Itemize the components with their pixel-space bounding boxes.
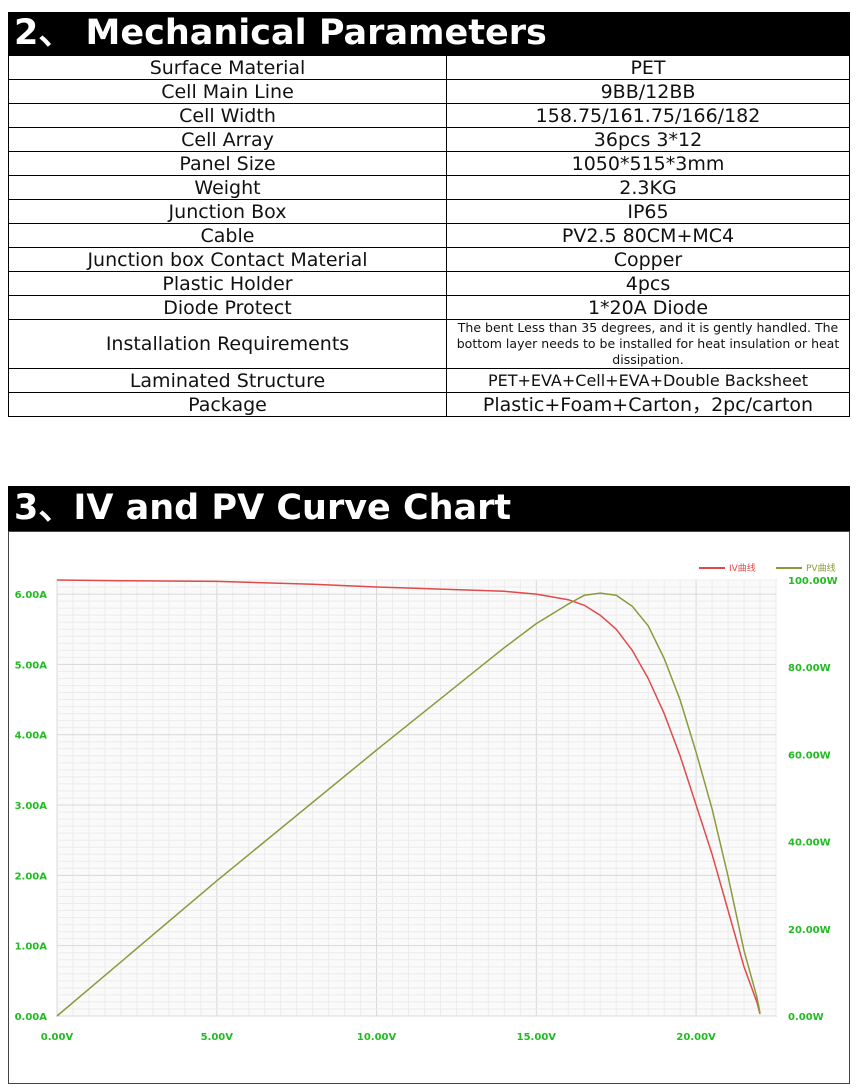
y2-tick-label: 0.00W [788, 1012, 824, 1023]
mechanical-parameters-table: Surface Material PET Cell Main Line 9BB/12B… [8, 55, 850, 417]
param-label: Laminated Structure [8, 368, 447, 393]
section-title-iv-pv: 3、IV and PV Curve Chart [8, 486, 850, 531]
param-label: Installation Requirements [8, 319, 447, 369]
table-row: Junction box Contact Material Copper [8, 247, 850, 272]
y-tick-label: 2.00A [15, 871, 48, 882]
table-row: Weight 2.3KG [8, 175, 850, 200]
table-row: Junction Box IP65 [8, 199, 850, 224]
y2-tick-label: 100.00W [788, 576, 838, 587]
param-label: Package [8, 392, 447, 417]
table-row: Panel Size 1050*515*3mm [8, 151, 850, 176]
table-row: Diode Protect 1*20A Diode [8, 295, 850, 320]
y2-tick-label: 40.00W [788, 838, 831, 849]
param-value: 158.75/161.75/166/182 [446, 103, 850, 128]
y-tick-label: 1.00A [15, 942, 48, 953]
param-value: 4pcs [446, 271, 850, 296]
legend-label: IV曲线 [729, 562, 756, 574]
table-row: Laminated Structure PET+EVA+Cell+EVA+Doub… [8, 368, 850, 393]
table-row: Surface Material PET [8, 55, 850, 80]
param-value: The bent Less than 35 degrees, and it is… [446, 319, 850, 369]
x-tick-label: 15.00V [517, 1032, 557, 1043]
param-value: 1*20A Diode [446, 295, 850, 320]
param-value: 1050*515*3mm [446, 151, 850, 176]
table-row: Plastic Holder 4pcs [8, 271, 850, 296]
section-title-mechanical: 2、 Mechanical Parameters [8, 12, 850, 55]
param-label: Diode Protect [8, 295, 447, 320]
param-label: Weight [8, 175, 447, 200]
y2-tick-label: 60.00W [788, 750, 831, 761]
x-tick-label: 5.00V [201, 1032, 234, 1043]
legend-label: PV曲线 [806, 562, 836, 574]
param-value: Copper [446, 247, 850, 272]
param-label: Cell Array [8, 127, 447, 152]
iv-pv-chart-panel: 0.00V 5.00V 10.00V 15.00V 20.00V 0.00A 1.00A 2.… [8, 531, 850, 1084]
param-label: Junction box Contact Material [8, 247, 447, 272]
param-label: Surface Material [8, 55, 447, 80]
param-value: PET+EVA+Cell+EVA+Double Backsheet [446, 368, 850, 393]
x-tick-label: 10.00V [357, 1032, 397, 1043]
param-label: Panel Size [8, 151, 447, 176]
param-value: PET [446, 55, 850, 80]
param-label: Junction Box [8, 199, 447, 224]
param-value: Plastic+Foam+Carton，2pc/carton [446, 392, 850, 417]
param-label: Cell Width [8, 103, 447, 128]
table-row: Cell Width 158.75/161.75/166/182 [8, 103, 850, 128]
y-tick-label: 4.00A [15, 731, 48, 742]
pv-curve-line [56, 592, 761, 1017]
table-row: Cell Array 36pcs 3*12 [8, 127, 850, 152]
y2-tick-label: 80.00W [788, 663, 831, 674]
y-tick-label: 6.00A [15, 590, 48, 601]
param-value: IP65 [446, 199, 850, 224]
iv-curve-line [56, 579, 761, 1015]
table-row: Cable PV2.5 80CM+MC4 [8, 223, 850, 248]
param-value: 9BB/12BB [446, 79, 850, 104]
iv-pv-chart: 0.00V 5.00V 10.00V 15.00V 20.00V 0.00A 1.00A 2.… [15, 562, 838, 1043]
table-row: Package Plastic+Foam+Carton，2pc/carton [8, 392, 850, 417]
table-row: Cell Main Line 9BB/12BB [8, 79, 850, 104]
table-row: Installation Requirements The bent Less t… [8, 319, 850, 369]
y-tick-label: 3.00A [15, 801, 48, 812]
param-value: 2.3KG [446, 175, 850, 200]
y-tick-label: 5.00A [15, 660, 48, 671]
param-label: Cell Main Line [8, 79, 447, 104]
param-label: Cable [8, 223, 447, 248]
param-value: 36pcs 3*12 [446, 127, 850, 152]
x-tick-label: 0.00V [41, 1032, 74, 1043]
param-value: PV2.5 80CM+MC4 [446, 223, 850, 248]
y-tick-label: 0.00A [15, 1012, 48, 1023]
x-tick-label: 20.00V [676, 1032, 716, 1043]
param-label: Plastic Holder [8, 271, 447, 296]
y2-tick-label: 20.00W [788, 925, 831, 936]
